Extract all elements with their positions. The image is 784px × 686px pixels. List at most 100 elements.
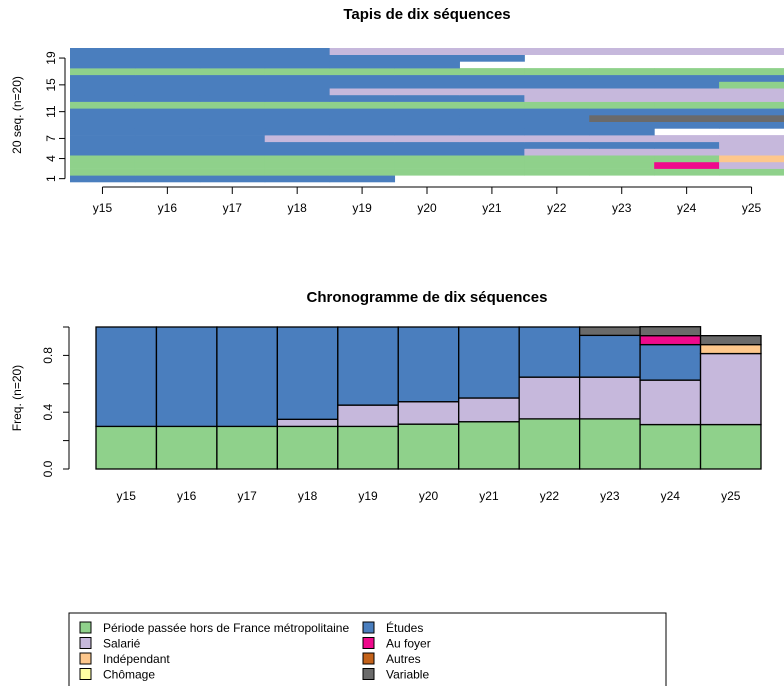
sequence-cell [329,61,396,69]
sequence-cell [329,148,396,156]
x-tick-label: y23 [600,489,620,503]
sequence-cell [719,101,784,109]
x-tick-label: y15 [93,201,113,215]
sequence-cell [70,161,136,169]
bar-segment [639,335,702,346]
sequence-cell [654,155,720,163]
sequence-cell [394,148,460,156]
sequence-cell [70,108,136,116]
sequence-cell [524,101,590,109]
index-plot-y-label: 20 seq. (n=20) [10,76,24,154]
bar-segment [518,418,581,470]
sequence-cell [524,141,590,149]
sequence-cell [394,115,460,122]
y-tick-label: 4 [44,155,58,162]
sequence-cell [199,168,266,176]
x-tick-label: y21 [482,201,502,215]
sequence-cell [719,168,784,176]
sequence-cell [719,141,784,149]
bar-segment [699,343,762,355]
bar-segment [397,401,460,425]
sequence-cell [719,48,784,55]
sequence-cell [70,128,136,136]
sequence-cell [524,48,590,55]
sequence-cell [524,68,590,76]
sequence-cell [264,155,331,163]
sequence-cell [199,175,266,183]
sequence-cell [199,68,266,76]
bar-segment [699,423,762,470]
x-tick-label: y18 [288,201,308,215]
sequence-cell [654,48,720,55]
x-tick-label: y17 [223,201,243,215]
x-tick-label: y16 [158,201,178,215]
bar-segment [337,425,399,470]
sequence-cell [264,108,331,116]
sequence-cell [134,168,201,176]
sequence-cell [654,88,720,96]
legend-swatch [79,652,92,665]
sequence-cell [199,115,266,122]
sequence-cell [589,128,655,136]
sequence-cell [394,81,460,89]
sequence-cell [134,121,201,129]
sequence-cell [654,141,720,149]
sequence-cell [589,81,655,89]
sequence-cell [329,161,396,169]
sequence-cell [719,108,784,116]
sequence-cell [329,68,396,76]
sequence-cell [199,101,266,109]
bar-segment [458,326,520,399]
sequence-cell [264,128,331,136]
sequence-cell [134,161,201,169]
sequence-cell [589,48,655,55]
sequence-cell [654,68,720,76]
sequence-cell [654,168,720,176]
sequence-cell [199,61,266,69]
sequence-cell [134,108,201,116]
sequence-cell [264,121,331,129]
bar-segment [276,418,339,428]
sequence-cell [134,61,201,69]
sequence-cell [654,94,720,102]
x-tick-label: y22 [540,489,560,503]
sequence-cell [329,88,396,96]
legend-label: Indépendant [103,652,170,666]
sequence-cell [654,161,720,169]
x-tick-label: y22 [547,201,567,215]
sequence-cell [654,108,720,116]
sequence-cell [134,68,201,76]
sequence-cell [70,155,136,163]
sequence-cell [329,48,396,55]
sequence-cell [524,88,590,96]
sequence-cell [459,48,525,55]
legend-label: Période passée hors de France métropolit… [103,621,349,635]
y-tick-label: 11 [44,105,58,118]
sequence-cell [524,108,590,116]
sequence-cell [199,74,266,82]
sequence-cell [459,168,525,176]
sequence-cell [264,54,331,62]
sequence-cell [134,175,201,183]
sequence-cell [589,94,655,102]
sequence-cell [654,148,720,156]
sequence-cell [719,121,784,129]
sequence-cell [329,155,396,163]
index-plot-title: Tapis de dix séquences [343,6,510,23]
bar-segment [578,326,641,337]
sequence-cell [394,121,460,129]
bar-segment [639,343,702,381]
sequence-rows [70,48,784,183]
sequence-cell [70,88,136,96]
sequence-cell [719,81,784,89]
bar-segment [216,425,279,470]
y-tick-label: 0.8 [41,347,55,364]
sequence-cell [329,101,396,109]
legend-swatch [362,621,375,634]
sequence-cell [70,54,136,62]
bar-segment [337,326,399,406]
bar-segment [397,326,460,403]
sequence-cell [199,94,266,102]
bar-segment [95,326,158,428]
sequence-cell [719,148,784,156]
